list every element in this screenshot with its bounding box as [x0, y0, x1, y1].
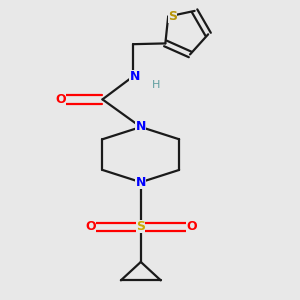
Text: N: N — [136, 121, 146, 134]
Text: O: O — [85, 220, 95, 233]
Text: N: N — [136, 176, 146, 189]
Text: O: O — [56, 93, 66, 106]
Text: O: O — [186, 220, 197, 233]
Text: H: H — [152, 80, 160, 90]
Text: S: S — [168, 10, 177, 23]
Text: S: S — [136, 220, 145, 233]
Text: N: N — [130, 70, 140, 83]
